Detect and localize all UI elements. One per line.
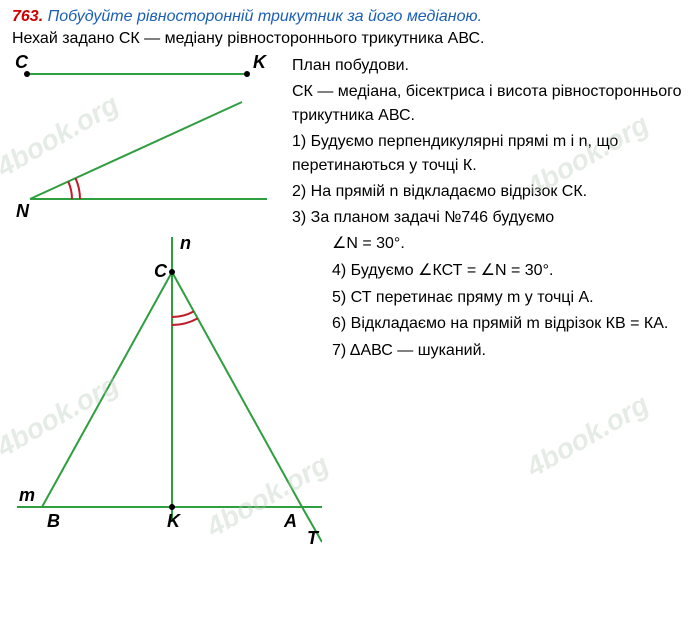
svg-text:N: N: [16, 201, 30, 221]
step-0: СК — медіана, бісектриса і висота рівнос…: [292, 80, 683, 128]
plan-title: План побудови.: [292, 54, 683, 78]
svg-text:C: C: [154, 261, 168, 281]
step-3: 3) За планом задачі №746 будуємо: [292, 206, 683, 230]
figures-upper: CK N: [12, 54, 282, 232]
figure-angle-n: N: [12, 94, 272, 224]
problem-number: 763.: [12, 8, 43, 25]
steps-text: ∠N = 30°. 4) Будуємо ∠КСТ = ∠N = 30°. 5)…: [322, 232, 683, 547]
figure-triangle-svg: nCmB K AT: [12, 232, 322, 547]
figure-segment-ck: CK: [12, 54, 272, 94]
lower-content: nCmB K AT ∠N = 30°. 4) Будуємо ∠КСТ = ∠N =…: [0, 232, 695, 547]
given-text: Нехай задано СК — медіану рівносторонньо…: [0, 30, 695, 54]
step-5: 5) СТ перетинає пряму m у точці А.: [332, 286, 683, 311]
step-2: 2) На прямій n відкладаємо відрізок СК.: [292, 180, 683, 204]
svg-text:T: T: [307, 528, 320, 547]
upper-content: CK N План побудови. СК — медіана, бісект…: [0, 54, 695, 232]
problem-header: 763. Побудуйте рівносторонній трикутник …: [0, 0, 695, 30]
step-3b: ∠N = 30°.: [332, 232, 683, 257]
svg-text:n: n: [180, 233, 191, 253]
step-1: 1) Будуємо перпендикулярні прямі m і n, …: [292, 130, 683, 178]
figure-triangle: nCmB K AT: [12, 232, 322, 547]
plan-text: План побудови. СК — медіана, бісектриса …: [282, 54, 683, 232]
svg-text:A: A: [283, 511, 297, 531]
svg-text:K: K: [167, 511, 182, 531]
svg-text:K: K: [253, 54, 268, 72]
svg-text:B: B: [47, 511, 60, 531]
step-7: 7) ΔАВС — шуканий.: [332, 339, 683, 364]
problem-statement: Побудуйте рівносторонній трикутник за йо…: [48, 8, 482, 25]
svg-text:C: C: [15, 54, 29, 72]
svg-text:m: m: [19, 485, 35, 505]
step-6: 6) Відкладаємо на прямій m відрізок КВ =…: [332, 312, 683, 337]
step-4: 4) Будуємо ∠КСТ = ∠N = 30°.: [332, 259, 683, 284]
